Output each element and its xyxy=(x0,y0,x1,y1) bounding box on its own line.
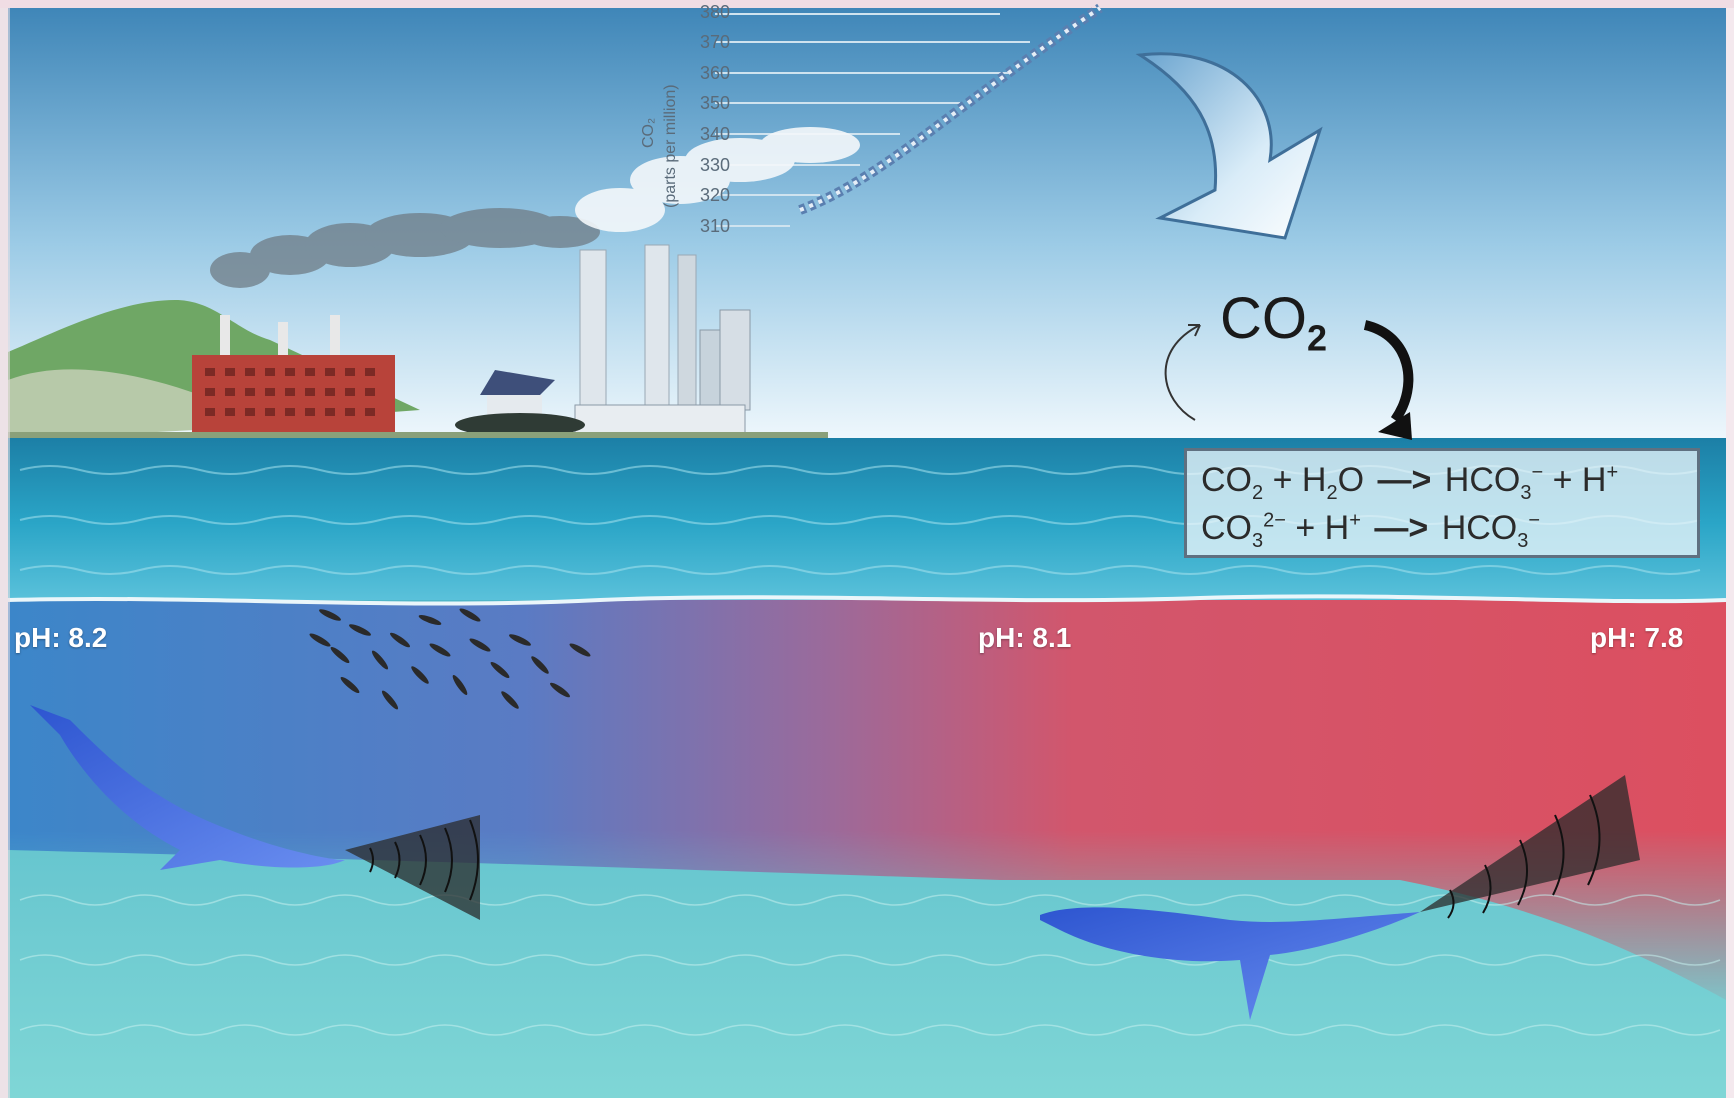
graph-y-units: (parts per million) xyxy=(662,84,679,208)
tick-label: 320 xyxy=(700,185,731,205)
co2-label: CO2 xyxy=(1220,286,1328,359)
water-line xyxy=(7,594,1727,606)
top-border xyxy=(0,0,1734,8)
tick-label: 340 xyxy=(700,124,731,144)
ph-label-left: pH: 8.2 xyxy=(14,622,108,653)
acidification-gradient xyxy=(8,596,1726,1000)
whale-right xyxy=(1040,907,1420,1020)
tick-label: 380 xyxy=(700,2,731,22)
cycle-arrow-return xyxy=(1164,324,1201,421)
whale-left xyxy=(30,705,345,870)
tick-label: 330 xyxy=(700,155,731,175)
co2-absorption-arrow xyxy=(1135,52,1323,240)
tick-label: 370 xyxy=(700,32,731,52)
tick-label: 360 xyxy=(700,63,731,83)
equation-2: CO32− + H+ —> HCO3− xyxy=(1201,509,1541,552)
equation-box: CO2 + H2O —> HCO3− + H+ CO32− + H+ —> HC… xyxy=(1184,448,1700,558)
graph-y-label: CO₂ xyxy=(640,117,657,148)
brick-factory xyxy=(192,315,395,435)
ph-label-right: pH: 7.8 xyxy=(1590,622,1684,653)
equation-1: CO2 + H2O —> HCO3− + H+ xyxy=(1201,461,1619,504)
tick-label: 310 xyxy=(700,216,731,236)
cycle-arrow-dissolve xyxy=(1363,320,1414,423)
ph-label-middle: pH: 8.1 xyxy=(978,622,1072,653)
fish-school xyxy=(309,608,591,710)
power-plant xyxy=(455,244,751,437)
tick-label: 350 xyxy=(700,93,731,113)
smoke xyxy=(210,208,600,288)
sound-waves-right xyxy=(1420,775,1640,919)
co2-trend-line xyxy=(798,3,1103,215)
sound-waves-left xyxy=(345,815,480,920)
